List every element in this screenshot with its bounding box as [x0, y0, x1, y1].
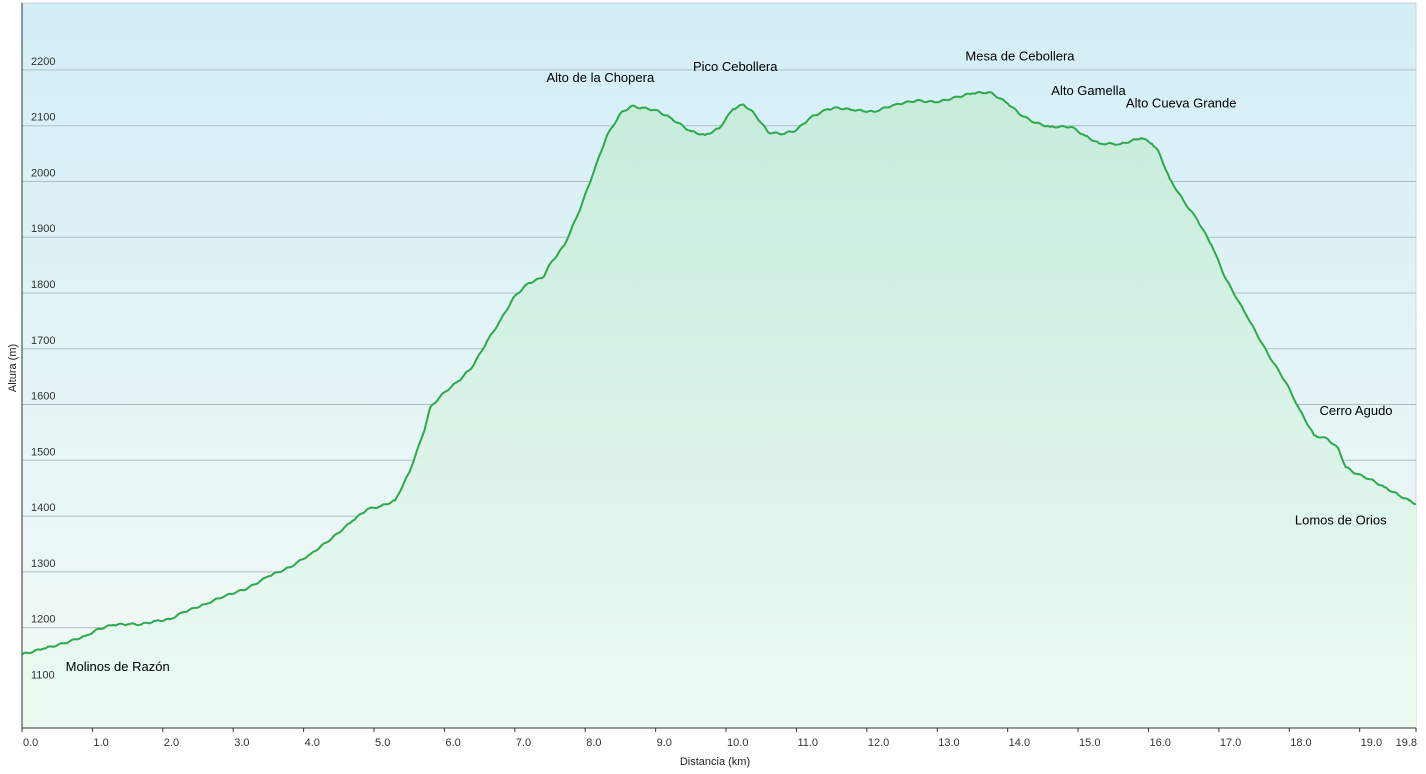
- elevation-area: [22, 92, 1416, 728]
- peak-annotations: Molinos de Razón Alto de la Chopera Pico C…: [66, 48, 1393, 674]
- x-tick-label: 13.0: [938, 737, 959, 749]
- peak-label: Alto Cueva Grande: [1126, 95, 1237, 110]
- x-tick-label: 16.0: [1149, 737, 1170, 749]
- y-tick-label: 1100: [31, 669, 55, 681]
- peak-label: Cerro Agudo: [1320, 403, 1393, 418]
- x-tick-label: 5.0: [375, 737, 390, 749]
- y-tick-label: 1200: [31, 614, 55, 626]
- peak-label: Alto de la Chopera: [547, 70, 655, 85]
- y-tick-label: 1300: [31, 558, 55, 570]
- x-tick-label: 4.0: [305, 737, 320, 749]
- x-tick-label: 10.0: [727, 737, 748, 749]
- x-tick-label: 6.0: [445, 737, 460, 749]
- x-tick-labels: 0.0 1.0 2.0 3.0 4.0 5.0 6.0 7.0 8.0 9.0 10.0 11.0 12…: [21, 728, 1417, 749]
- elevation-line: [21, 91, 1417, 656]
- x-tick-label: 9.0: [657, 737, 672, 749]
- x-tick-label: 3.0: [234, 737, 249, 749]
- peak-label: Pico Cebollera: [693, 59, 778, 74]
- x-tick-label: 11.0: [797, 737, 818, 749]
- y-tick-label: 2200: [31, 56, 55, 68]
- x-tick-label: 18.0: [1290, 737, 1311, 749]
- peak-label: Molinos de Razón: [66, 659, 170, 674]
- x-tick-label: 8.0: [586, 737, 601, 749]
- y-tick-labels: 1100 1200 1300 1400 1500 1600 1700 1800 1900 2000…: [31, 56, 55, 681]
- y-tick-label: 2100: [31, 112, 55, 124]
- peak-label: Lomos de Orios: [1295, 512, 1387, 527]
- x-tick-label: 14.0: [1009, 737, 1030, 749]
- y-tick-label: 1400: [31, 502, 55, 514]
- x-tick-label: 1.0: [93, 737, 108, 749]
- y-tick-label: 2000: [31, 167, 55, 179]
- x-tick-label: 2.0: [164, 737, 179, 749]
- x-tick-label: 12.0: [868, 737, 889, 749]
- peak-label: Mesa de Cebollera: [965, 48, 1075, 63]
- y-tick-label: 1700: [31, 335, 55, 347]
- x-tick-label: 19.8: [1396, 737, 1417, 749]
- y-axis-title: Altura (m): [7, 344, 19, 392]
- x-tick-label: 0.0: [23, 737, 38, 749]
- x-tick-label: 15.0: [1079, 737, 1100, 749]
- x-axis-title: Distancia (km): [680, 756, 750, 768]
- y-tick-label: 1800: [31, 279, 55, 291]
- x-tick-label: 19.0: [1361, 737, 1382, 749]
- y-tick-label: 1500: [31, 446, 55, 458]
- x-tick-label: 7.0: [516, 737, 531, 749]
- x-tick-label: 17.0: [1220, 737, 1241, 749]
- peak-label: Alto Gamella: [1051, 83, 1126, 98]
- y-tick-label: 1900: [31, 223, 55, 235]
- y-tick-label: 1600: [31, 391, 55, 403]
